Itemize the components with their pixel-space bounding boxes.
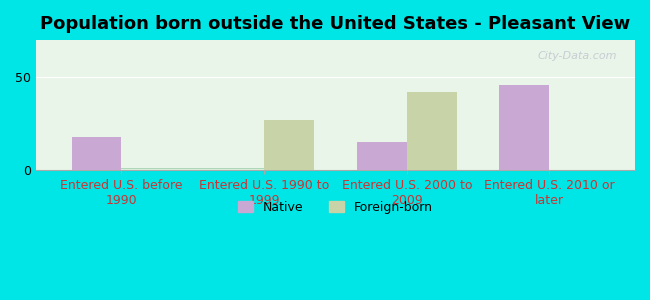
Bar: [72, 137, 122, 170]
Bar: [499, 85, 549, 170]
Text: City-Data.com: City-Data.com: [538, 50, 617, 61]
Title: Population born outside the United States - Pleasant View: Population born outside the United State…: [40, 15, 630, 33]
Bar: [357, 142, 407, 170]
Bar: [264, 120, 314, 170]
Legend: Native, Foreign-born: Native, Foreign-born: [233, 196, 437, 219]
Bar: [407, 92, 457, 170]
